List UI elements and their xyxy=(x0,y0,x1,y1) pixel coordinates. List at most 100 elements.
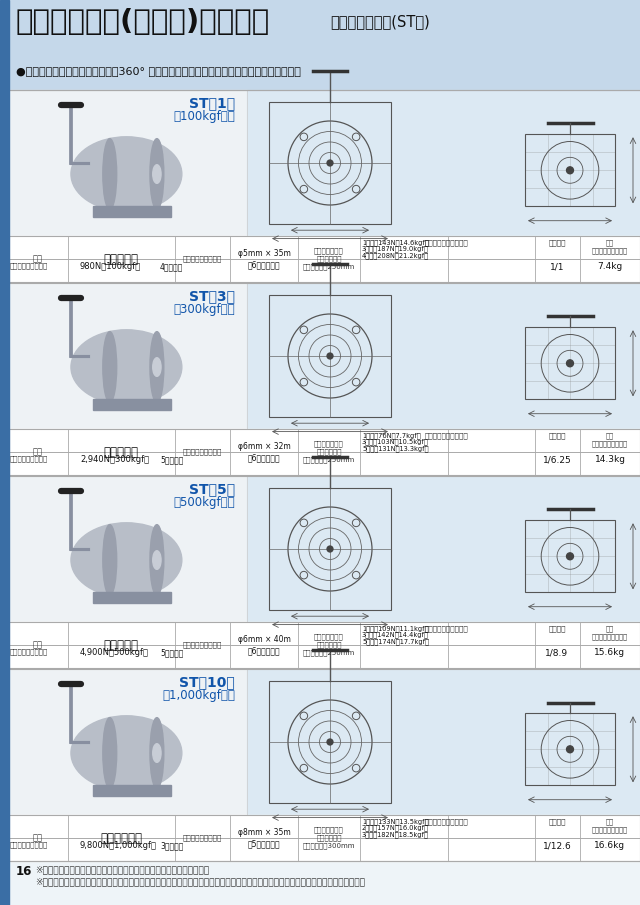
Text: ワイヤロープ巻込層数: ワイヤロープ巻込層数 xyxy=(425,625,469,632)
Circle shape xyxy=(327,739,333,745)
Text: ワイヤロープ巻込層数: ワイヤロープ巻込層数 xyxy=(425,239,469,245)
Text: 980N（100kgf）: 980N（100kgf） xyxy=(80,262,141,271)
Text: ＳＴ－５型: ＳＴ－５型 xyxy=(104,639,138,652)
Bar xyxy=(9,476,247,622)
Bar xyxy=(269,681,391,803)
Bar xyxy=(9,90,247,236)
Bar xyxy=(247,90,640,236)
Bar xyxy=(9,283,247,429)
Text: 5層目：131N（13.3kgf）: 5層目：131N（13.3kgf） xyxy=(362,445,429,452)
Bar xyxy=(9,669,247,815)
Text: 5層目基準: 5層目基準 xyxy=(160,455,184,464)
Text: ハンドル操作力
ハンドル長さ
（有効最大）250mm: ハンドル操作力 ハンドル長さ （有効最大）250mm xyxy=(303,441,355,463)
Circle shape xyxy=(566,360,573,367)
Text: （500kgf用）: （500kgf用） xyxy=(173,496,235,509)
Bar xyxy=(0,0,9,905)
Text: 減速比率: 減速比率 xyxy=(548,432,566,439)
Text: φ8mm × 35m
（5層巻込み）: φ8mm × 35m （5層巻込み） xyxy=(237,827,291,848)
Circle shape xyxy=(566,167,573,174)
Bar xyxy=(93,205,171,217)
Text: ST－1型: ST－1型 xyxy=(189,96,235,110)
Ellipse shape xyxy=(150,331,164,403)
Text: 15.6kg: 15.6kg xyxy=(595,648,625,657)
Text: ワイヤロープ収容量: ワイヤロープ収容量 xyxy=(182,256,221,262)
Bar xyxy=(525,328,615,399)
Text: 3層目：182N（18.5kgf）: 3層目：182N（18.5kgf） xyxy=(362,831,429,838)
Ellipse shape xyxy=(103,718,116,788)
Bar xyxy=(9,476,247,622)
Text: 自重
（本体＋ハンドル）: 自重 （本体＋ハンドル） xyxy=(592,432,628,447)
Text: 3層目：187N（19.0kgf）: 3層目：187N（19.0kgf） xyxy=(362,245,429,252)
Text: ST－5型: ST－5型 xyxy=(189,482,235,496)
Text: ハンドル操作力
ハンドル長さ
（有効最大）250mm: ハンドル操作力 ハンドル長さ （有効最大）250mm xyxy=(303,634,355,656)
Text: 1/6.25: 1/6.25 xyxy=(543,455,572,464)
Text: 9,800N（1,000kgf）: 9,800N（1,000kgf） xyxy=(80,841,157,850)
Bar xyxy=(269,295,391,417)
Text: 1/12.6: 1/12.6 xyxy=(543,841,572,850)
Text: 型式: 型式 xyxy=(33,447,43,456)
Circle shape xyxy=(327,546,333,552)
Text: 7.4kg: 7.4kg xyxy=(597,262,623,271)
Text: φ6mm × 32m
（6層巻込み）: φ6mm × 32m （6層巻込み） xyxy=(237,442,291,462)
Bar xyxy=(93,592,171,603)
Text: 減速比率: 減速比率 xyxy=(548,239,566,245)
Text: 16.6kg: 16.6kg xyxy=(595,841,625,850)
Text: 型式: 型式 xyxy=(33,641,43,650)
Text: ワイヤロープ引張力: ワイヤロープ引張力 xyxy=(10,262,48,269)
Bar xyxy=(9,429,640,475)
Text: 16: 16 xyxy=(16,865,33,878)
Circle shape xyxy=(566,746,573,753)
Text: ●取付けスペースが、ハンドルを360° 回転できる場合は、このタイプをご使用ください。: ●取付けスペースが、ハンドルを360° 回転できる場合は、このタイプをご使用くだ… xyxy=(16,66,301,76)
Text: 5層目基準: 5層目基準 xyxy=(160,648,184,657)
Text: 3層目：142N（14.4kgf）: 3層目：142N（14.4kgf） xyxy=(362,632,429,638)
Text: 4層目基準: 4層目基準 xyxy=(160,262,184,271)
Text: ワイヤロープ引張力: ワイヤロープ引張力 xyxy=(10,455,48,462)
Text: 減速比率: 減速比率 xyxy=(548,818,566,824)
Text: ステンレス製(回転式)ウインチ: ステンレス製(回転式)ウインチ xyxy=(16,8,270,36)
Text: ハンドル操作力
ハンドル長さ
（有効最大）250mm: ハンドル操作力 ハンドル長さ （有効最大）250mm xyxy=(303,248,355,271)
Text: 14.3kg: 14.3kg xyxy=(595,455,625,464)
Bar xyxy=(525,713,615,786)
Text: ＳＴ－１０型: ＳＴ－１０型 xyxy=(100,832,142,844)
Ellipse shape xyxy=(153,357,161,376)
Text: ※ワイヤロープ収容量の数値には、捨て巻き分の長さを含んでいます。: ※ワイヤロープ収容量の数値には、捨て巻き分の長さを含んでいます。 xyxy=(35,865,209,874)
Bar xyxy=(93,399,171,410)
Bar xyxy=(247,476,640,622)
Bar xyxy=(9,669,247,815)
Text: 1層目：143N（14.6kgf）: 1層目：143N（14.6kgf） xyxy=(362,239,429,245)
Text: 3層目基準: 3層目基準 xyxy=(160,841,184,850)
Bar xyxy=(9,622,640,668)
Ellipse shape xyxy=(153,744,161,762)
Text: ＳＴ－３型: ＳＴ－３型 xyxy=(104,445,138,459)
Bar xyxy=(9,815,640,861)
Ellipse shape xyxy=(71,329,182,405)
Text: φ5mm × 35m
（6層巻込み）: φ5mm × 35m （6層巻込み） xyxy=(237,249,291,270)
Text: ハンドル操作力
ハンドル長さ
（有効最大）300mm: ハンドル操作力 ハンドル長さ （有効最大）300mm xyxy=(303,826,355,850)
Text: ワイヤロープ引張力: ワイヤロープ引張力 xyxy=(10,648,48,654)
Text: ※ワイヤロープ引張力は基準層以下での数値です。基準層を超える場合は、その割合に応じてロープ引張力を減じて使用してください。: ※ワイヤロープ引張力は基準層以下での数値です。基準層を超える場合は、その割合に応… xyxy=(35,877,365,886)
Bar xyxy=(9,236,640,282)
Ellipse shape xyxy=(153,165,161,184)
Text: （300kgf用）: （300kgf用） xyxy=(173,303,235,316)
Text: 4,900N（500kgf）: 4,900N（500kgf） xyxy=(80,648,149,657)
Text: ST－3型: ST－3型 xyxy=(189,289,235,303)
Ellipse shape xyxy=(103,331,116,403)
Bar xyxy=(525,134,615,206)
Circle shape xyxy=(566,553,573,560)
Text: 4層目：208N（21.2kgf）: 4層目：208N（21.2kgf） xyxy=(362,252,429,259)
Ellipse shape xyxy=(71,523,182,597)
Bar xyxy=(269,102,391,224)
Text: 1層目：109N（11.1kgf）: 1層目：109N（11.1kgf） xyxy=(362,625,429,632)
Text: ワイヤロープ収容量: ワイヤロープ収容量 xyxy=(182,834,221,842)
Text: ワイヤロープ巻込層数: ワイヤロープ巻込層数 xyxy=(425,818,469,824)
Text: ワイヤロープ引張力: ワイヤロープ引張力 xyxy=(10,841,48,848)
Text: 自重
（本体＋ハンドル）: 自重 （本体＋ハンドル） xyxy=(592,239,628,253)
Text: 自重
（本体＋ハンドル）: 自重 （本体＋ハンドル） xyxy=(592,625,628,640)
Ellipse shape xyxy=(150,525,164,595)
Bar xyxy=(9,283,247,429)
Ellipse shape xyxy=(103,138,116,209)
Ellipse shape xyxy=(150,138,164,209)
Bar xyxy=(9,0,640,90)
Ellipse shape xyxy=(150,718,164,788)
Text: 1/1: 1/1 xyxy=(550,262,564,271)
